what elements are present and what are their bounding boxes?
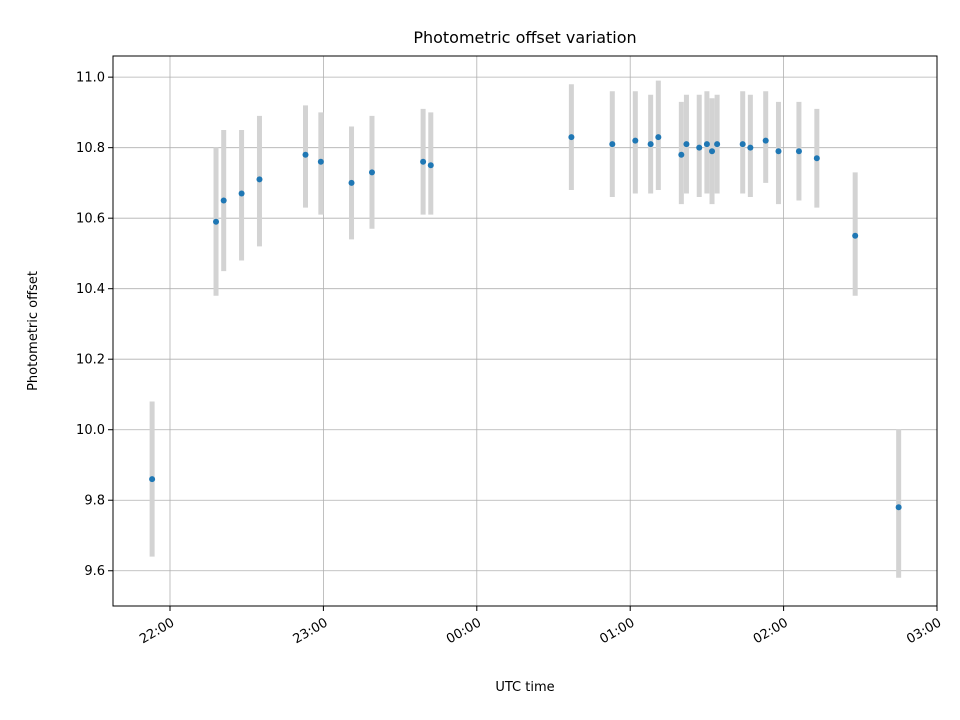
data-point: [747, 144, 754, 151]
data-point: [568, 134, 575, 141]
x-tick-label: 22:00: [137, 615, 177, 647]
data-point: [149, 476, 156, 483]
data-point: [739, 141, 746, 148]
data-point: [302, 151, 309, 158]
data-point: [256, 176, 263, 183]
x-tick-label: 02:00: [751, 615, 791, 647]
y-tick-label: 10.0: [76, 423, 105, 438]
x-axis-label: UTC time: [495, 680, 554, 695]
data-point: [683, 141, 690, 148]
data-point: [678, 151, 685, 158]
x-tick-label: 00:00: [444, 615, 484, 647]
grid: [113, 56, 938, 606]
y-tick-label: 10.4: [76, 282, 105, 297]
data-point: [420, 158, 427, 165]
data-point: [632, 137, 639, 144]
data-point: [714, 141, 721, 148]
data-point: [238, 190, 245, 197]
x-axis-ticks: 22:00 23:00 00:00 01:00 02:00 03:00: [137, 606, 944, 647]
x-tick-label: 03:00: [904, 615, 944, 647]
data-point: [709, 148, 716, 155]
x-tick-label: 01:00: [597, 615, 637, 647]
y-tick-label: 10.6: [76, 212, 105, 227]
data-point: [348, 179, 355, 186]
error-bars: [149, 80, 902, 578]
y-tick-label: 10.2: [76, 353, 105, 368]
data-point: [895, 504, 902, 511]
data-point: [317, 158, 324, 165]
y-tick-label: 10.8: [76, 141, 105, 156]
y-axis-ticks: 9.6 9.8 10.0 10.2 10.4 10.6 10.8 11.0: [76, 71, 113, 579]
y-tick-label: 11.0: [76, 71, 105, 86]
data-point: [427, 162, 434, 169]
data-points: [149, 134, 902, 511]
x-tick-label: 23:00: [291, 615, 331, 647]
chart-title: Photometric offset variation: [413, 28, 636, 47]
plot-frame: [112, 55, 938, 607]
data-point: [647, 141, 654, 148]
data-point: [852, 232, 859, 239]
y-tick-label: 9.6: [84, 564, 105, 579]
data-point: [762, 137, 769, 144]
y-tick-label: 9.8: [84, 494, 105, 509]
data-point: [775, 148, 782, 155]
data-point: [213, 218, 220, 225]
data-point: [609, 141, 616, 148]
data-point: [795, 148, 802, 155]
data-point: [368, 169, 375, 176]
data-point: [703, 141, 710, 148]
y-axis-label: Photometric offset: [26, 271, 41, 391]
data-point: [220, 197, 227, 204]
data-point: [696, 144, 703, 151]
data-point: [813, 155, 820, 162]
data-point: [655, 134, 662, 141]
